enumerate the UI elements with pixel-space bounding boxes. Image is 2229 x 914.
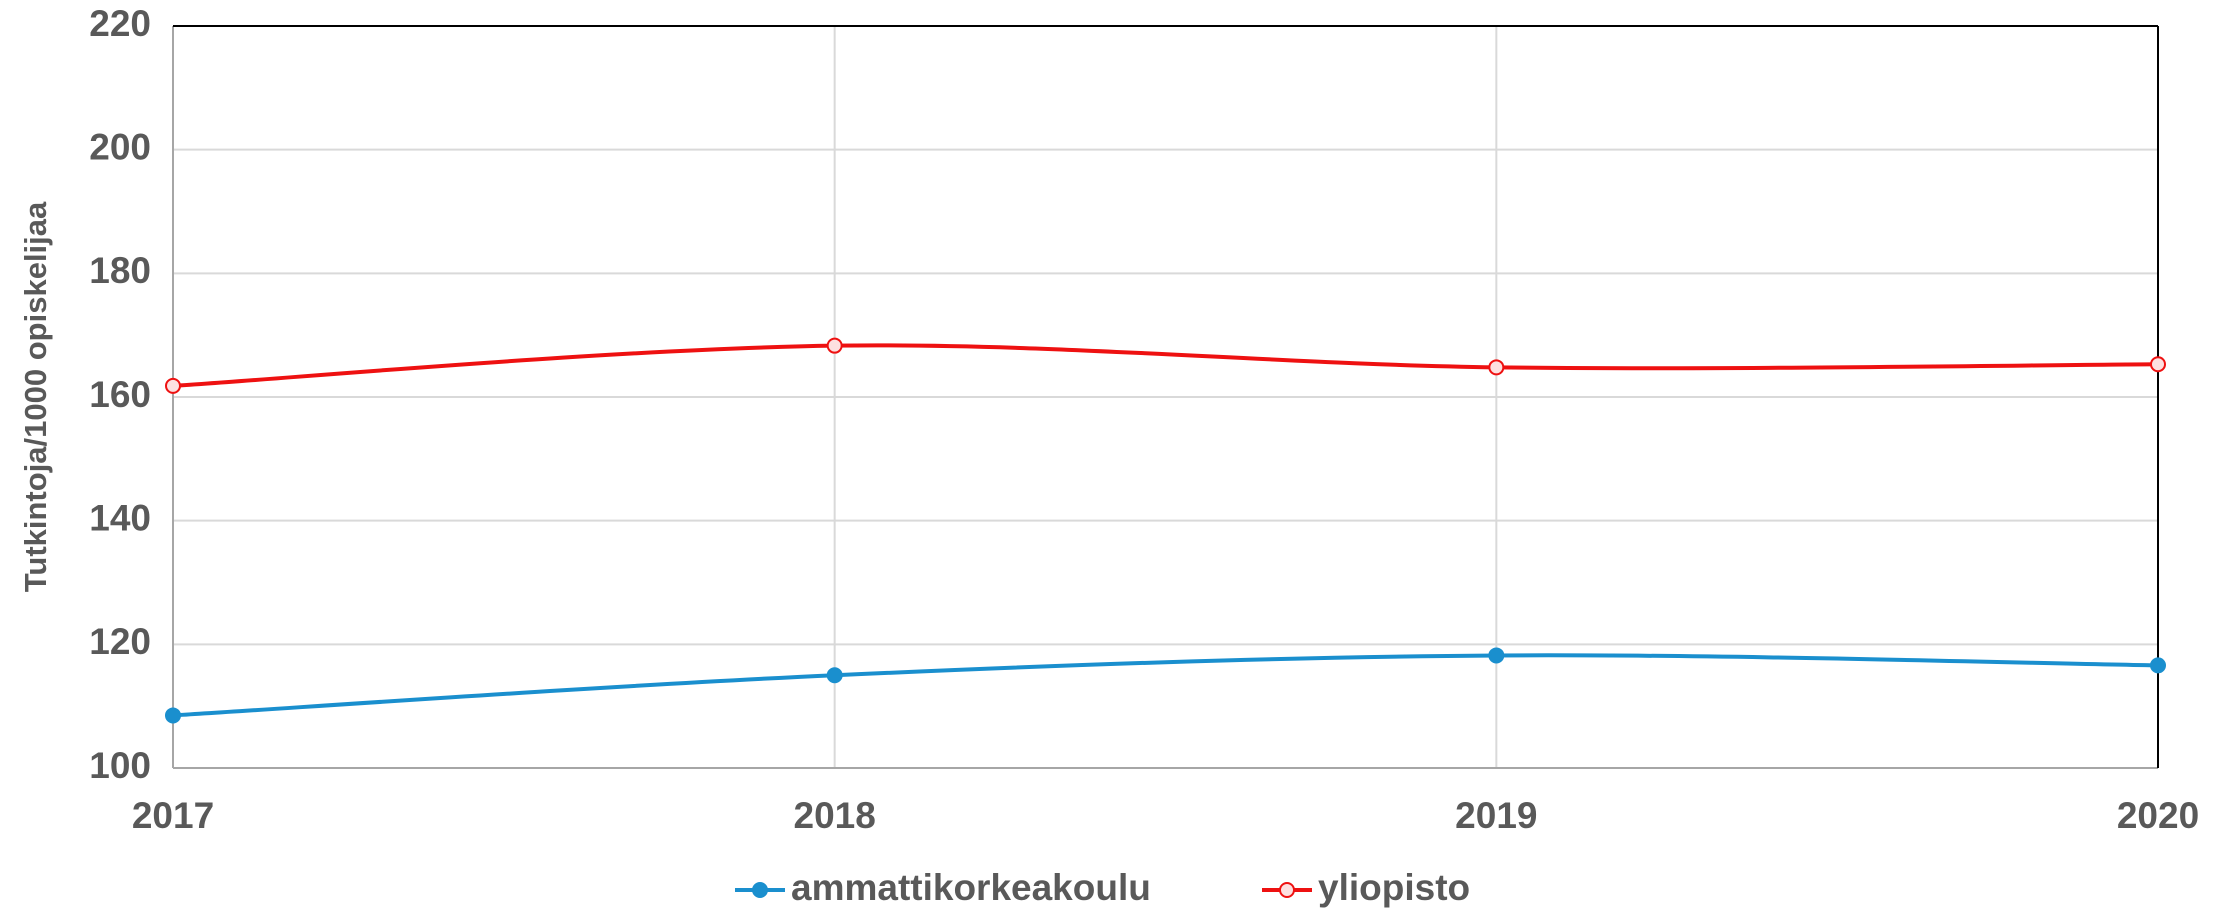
data-point — [1488, 359, 1505, 376]
x-tick-label: 2020 — [2117, 795, 2199, 836]
series-line — [172, 653, 2159, 718]
series-line — [172, 343, 2159, 388]
y-axis-title: Tutkintoja/1000 opiskelijaa — [18, 201, 53, 592]
y-tick-label: 220 — [89, 3, 151, 44]
data-point — [826, 667, 843, 684]
y-tick-label: 140 — [89, 497, 151, 538]
legend-marker — [752, 882, 768, 898]
data-point — [1488, 647, 1505, 664]
x-tick-label: 2019 — [1455, 795, 1537, 836]
y-tick-label: 180 — [89, 250, 151, 291]
x-tick-label: 2017 — [132, 795, 214, 836]
legend-label: ammattikorkeakoulu — [791, 867, 1151, 908]
y-tick-label: 100 — [89, 745, 151, 786]
data-point — [165, 377, 181, 394]
x-tick-label: 2018 — [794, 795, 876, 836]
legend: ammattikorkeakoulu yliopisto — [735, 867, 1470, 908]
y-tick-label: 160 — [89, 374, 151, 415]
data-point — [165, 707, 181, 724]
y-tick-label: 120 — [89, 621, 151, 662]
legend-label: yliopisto — [1318, 867, 1470, 908]
data-point — [826, 337, 843, 354]
y-tick-label: 200 — [89, 126, 151, 167]
legend-marker — [1279, 882, 1295, 898]
data-point — [2150, 356, 2166, 373]
data-point — [2150, 657, 2166, 674]
